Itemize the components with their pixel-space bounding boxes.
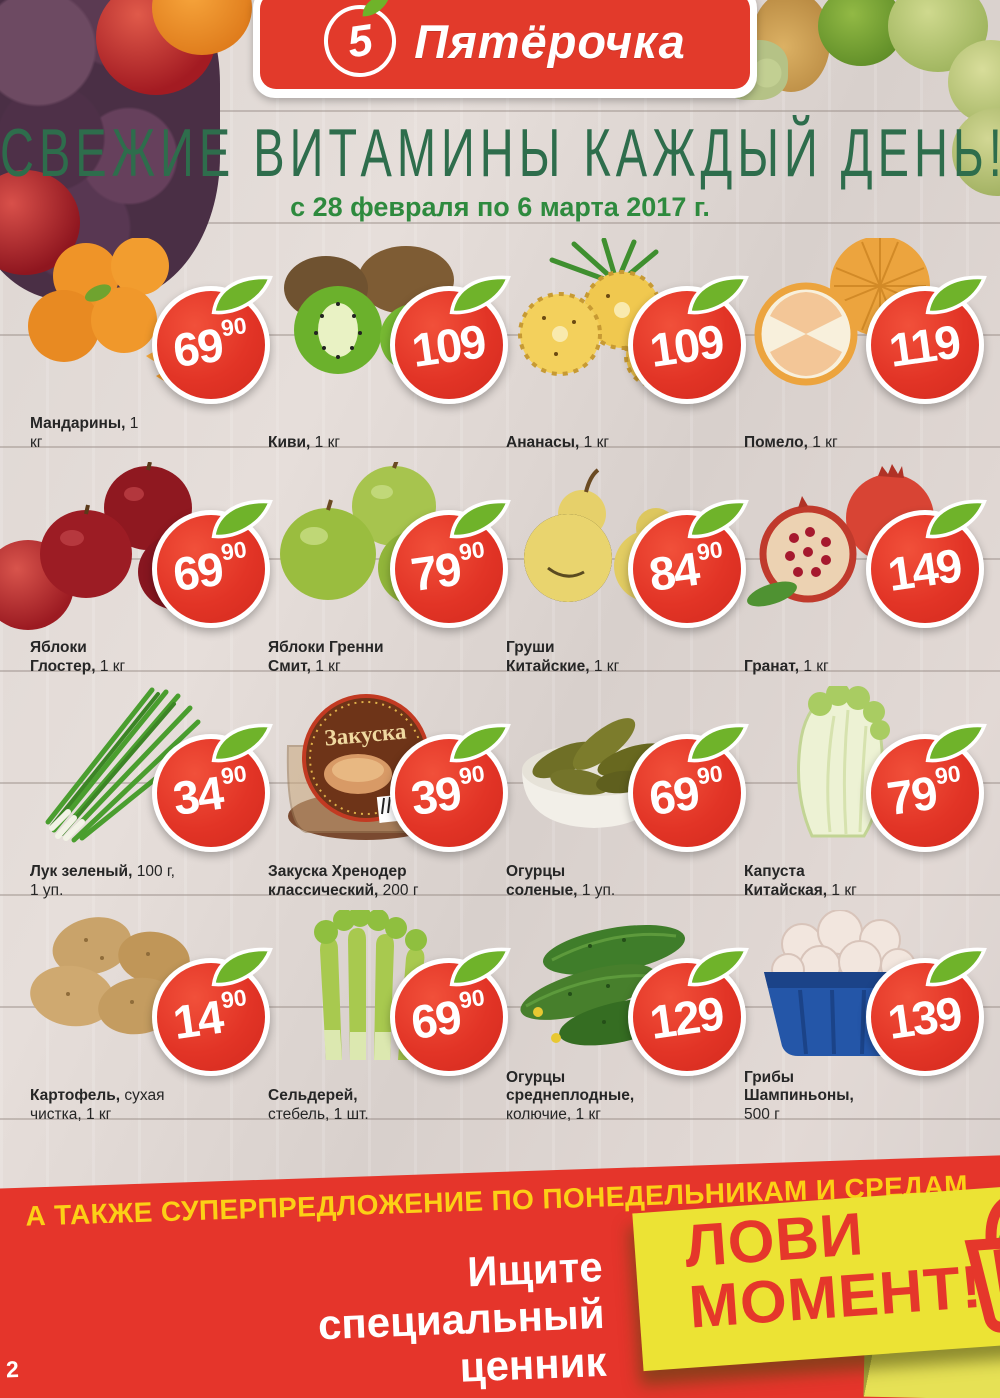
price-badge: 129 — [628, 947, 749, 1076]
badge-leaf-icon — [449, 947, 511, 987]
page-number: 2 — [5, 1355, 20, 1383]
price: 69 90 — [645, 759, 725, 825]
product-card-mandarins: 69 90 Мандарины, 1 кг — [28, 234, 273, 452]
price-badge: 109 — [628, 275, 749, 404]
price: 14 90 — [169, 983, 249, 1049]
page-title: СВЕЖИЕ ВИТАМИНЫ КАЖДЫЙ ДЕНЬ! — [0, 113, 1000, 191]
product-label: Помело, 1 кг — [744, 433, 838, 451]
product-label: Капуста Китайская, 1 кг — [744, 863, 857, 899]
price: 69 90 — [169, 311, 249, 377]
brand-name: Пятёрочка — [414, 14, 686, 68]
product-label: Киви, 1 кг — [268, 433, 341, 451]
product-label: Грибы Шампиньоны, 500 г — [744, 1069, 854, 1123]
product-card-pomelo: 119 Помело, 1 кг — [742, 234, 987, 452]
product-label: Огурцы соленые, 1 уп. — [506, 863, 616, 899]
price: 149 — [884, 537, 964, 601]
logo-digit: 5 — [344, 15, 376, 68]
price-badge: 34 90 — [152, 723, 273, 852]
find-special-price-text: Ищите специальный ценник — [317, 1242, 608, 1391]
product-card-potatoes: 14 90 Картофель, сухая чистка, 1 кг — [28, 906, 273, 1124]
product-card-zakuska: Закуска 39 90 Закуска Хренодер классическ… — [266, 682, 511, 900]
product-card-pickles: 69 90 Огурцы соленые, 1 уп. — [504, 682, 749, 900]
brand-logo-mark: 5 — [319, 0, 401, 82]
product-card-apples-gloster: 69 90 Яблоки Глостер, 1 кг — [28, 458, 273, 676]
date-range: с 28 февраля по 6 марта 2017 г. — [290, 192, 710, 222]
product-card-mushrooms: 139 Грибы Шампиньоны, 500 г — [742, 906, 987, 1124]
product-label: Груши Китайские, 1 кг — [506, 639, 620, 675]
product-card-pineapple: 109 Ананасы, 1 кг — [504, 234, 749, 452]
badge-leaf-icon — [449, 275, 511, 315]
product-card-cucumbers: 129 Огурцы среднеплодные, колючие, 1 кг — [504, 906, 749, 1124]
product-card-celery: 69 90 Сельдерей, стебель, 1 шт. — [266, 906, 511, 1124]
price: 39 90 — [407, 759, 487, 825]
product-card-pomegranate: 149 Гранат, 1 кг — [742, 458, 987, 676]
badge-leaf-icon — [925, 275, 987, 315]
product-card-napa-cabbage: 79 90 Капуста Китайская, 1 кг — [742, 682, 987, 900]
badge-leaf-icon — [449, 723, 511, 763]
price: 79 90 — [407, 535, 487, 601]
badge-leaf-icon — [687, 947, 749, 987]
product-card-pears: 84 90 Груши Китайские, 1 кг — [504, 458, 749, 676]
price-badge: 139 — [866, 947, 987, 1076]
price: 79 90 — [883, 759, 963, 825]
badge-leaf-icon — [211, 499, 273, 539]
product-label: Огурцы среднеплодные, колючие, 1 кг — [506, 1069, 635, 1123]
product-card-apples-granny: 79 90 Яблоки Гренни Смит, 1 кг — [266, 458, 511, 676]
badge-leaf-icon — [687, 499, 749, 539]
badge-leaf-icon — [211, 723, 273, 763]
product-label: Картофель, сухая чистка, 1 кг — [30, 1087, 165, 1123]
price-badge: 79 90 — [390, 499, 511, 628]
footer-red-zone: А ТАКЖЕ СУПЕРПРЕДЛОЖЕНИЕ ПО ПОНЕДЕЛЬНИКА… — [0, 1154, 1000, 1398]
price-badge: 69 90 — [152, 275, 273, 404]
product-label: Лук зеленый, 100 г, 1 уп. — [30, 863, 175, 899]
product-label: Яблоки Глостер, 1 кг — [30, 639, 126, 675]
badge-leaf-icon — [687, 723, 749, 763]
product-label: Яблоки Гренни Смит, 1 кг — [268, 639, 384, 675]
badge-leaf-icon — [211, 275, 273, 315]
price: 34 90 — [169, 759, 249, 825]
promo-slogan: ЛОВИ МОМЕНТ! — [682, 1200, 985, 1341]
badge-leaf-icon — [925, 499, 987, 539]
price-badge: 149 — [866, 499, 987, 628]
product-photo-pomegranate — [747, 464, 934, 607]
price: 119 — [885, 314, 963, 377]
brand-logo-plate: 5 Пятёрочка — [260, 0, 750, 89]
product-label: Мандарины, 1 кг — [30, 415, 139, 451]
badge-leaf-icon — [449, 499, 511, 539]
price-badge: 69 90 — [628, 723, 749, 852]
logo-leaf-icon — [362, 0, 391, 17]
price-badge: 109 — [390, 275, 511, 404]
price: 69 90 — [169, 535, 249, 601]
price-badge: 84 90 — [628, 499, 749, 628]
brand-logo: 5 Пятёрочка — [253, 0, 757, 98]
product-label: Ананасы, 1 кг — [506, 433, 610, 451]
price: 129 — [646, 985, 726, 1049]
product-photo-green-onion — [45, 687, 209, 843]
product-card-kiwi: 109 Киви, 1 кг — [266, 234, 511, 452]
badge-leaf-icon — [925, 723, 987, 763]
price-badge: 69 90 — [152, 499, 273, 628]
price-badge: 79 90 — [866, 723, 987, 852]
badge-leaf-icon — [925, 947, 987, 987]
price: 109 — [408, 313, 488, 377]
product-label: Закуска Хренодер классический, 200 г — [268, 863, 419, 899]
badge-leaf-icon — [687, 275, 749, 315]
product-label: Гранат, 1 кг — [744, 657, 829, 675]
price-badge: 14 90 — [152, 947, 273, 1076]
product-label: Сельдерей, стебель, 1 шт. — [268, 1087, 369, 1123]
product-photo-mandarins — [28, 238, 196, 384]
price: 84 90 — [645, 535, 725, 601]
price-badge: 119 — [866, 275, 987, 404]
price-badge: 69 90 — [390, 947, 511, 1076]
price-badge: 39 90 — [390, 723, 511, 852]
price: 109 — [646, 313, 726, 377]
product-card-green-onion: 34 90 Лук зеленый, 100 г, 1 уп. — [28, 682, 273, 900]
price: 69 90 — [407, 983, 487, 1049]
badge-leaf-icon — [211, 947, 273, 987]
price: 139 — [884, 985, 964, 1049]
